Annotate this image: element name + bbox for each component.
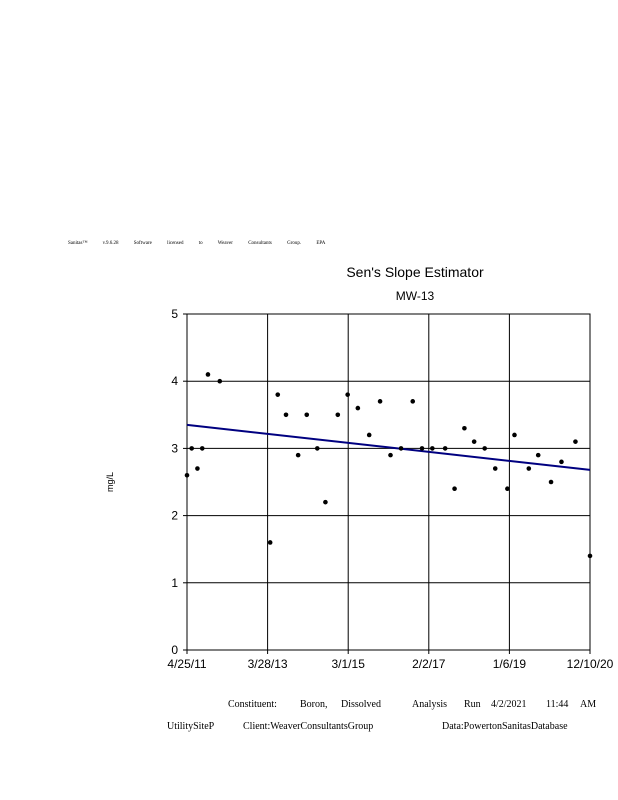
y-tick-label: 3 (171, 441, 178, 455)
x-tick-label: 12/10/20 (567, 657, 614, 671)
y-tick-label: 5 (171, 307, 178, 321)
footer-site: UtilitySiteP (167, 721, 215, 732)
license-word: Sanitas™ (68, 241, 88, 246)
data-point (471, 439, 477, 444)
data-point (205, 372, 211, 377)
footer-constituent-word2: Dissolved (341, 699, 381, 710)
data-point (267, 540, 273, 545)
footer-client: Client:WeaverConsultantsGroup (243, 721, 374, 732)
footer-run-date: 4/2/2021 (491, 699, 527, 710)
data-point (398, 446, 404, 451)
data-point (388, 452, 393, 458)
data-point (304, 412, 310, 418)
data-point (295, 452, 301, 458)
chart-subtitle: MW-13 (395, 289, 435, 303)
data-point (314, 446, 320, 451)
x-tick-label: 3/1/15 (332, 657, 366, 671)
data-point (462, 425, 467, 431)
y-axis-label: mg/L (105, 472, 115, 492)
data-point (275, 392, 281, 397)
data-point (573, 439, 578, 444)
footer-run-label: Run (464, 699, 481, 710)
data-point (189, 446, 194, 451)
license-notice: Sanitas™ v.9.6.28 Software licensed to W… (68, 241, 339, 246)
data-point (184, 472, 190, 478)
data-point (505, 486, 510, 492)
data-point (335, 412, 341, 418)
data-point (366, 432, 372, 438)
data-point (345, 392, 350, 397)
footer-constituent-word1: Boron, (300, 699, 328, 710)
data-point (512, 432, 517, 438)
license-word: v.9.6.28 (102, 241, 119, 246)
footer-run-ampm: AM (580, 699, 597, 710)
data-point (492, 466, 498, 471)
y-tick-label: 4 (171, 374, 178, 388)
data-point (526, 466, 532, 471)
data-point (217, 378, 223, 384)
data-point (559, 459, 564, 465)
data-point (442, 446, 448, 451)
sens-slope-trend-line (186, 423, 591, 471)
x-tick-label: 3/28/13 (248, 657, 288, 671)
data-point (410, 399, 416, 404)
chart-title: Sen's Slope Estimator (346, 264, 484, 280)
data-point (377, 399, 383, 404)
license-word: EPA (316, 241, 326, 246)
data-point (419, 446, 425, 451)
x-tick-label: 2/2/17 (412, 657, 446, 671)
data-point (199, 446, 205, 451)
data-point (283, 412, 289, 418)
footer-constituent-label: Constituent: (228, 699, 277, 710)
x-tick-label: 4/25/11 (167, 657, 206, 671)
data-point (355, 405, 361, 411)
data-point (482, 446, 487, 451)
footer-run-time: 11:44 (546, 699, 569, 710)
x-tick-label: 1/6/19 (493, 657, 527, 671)
data-point (195, 466, 200, 471)
footer-analysis-label: Analysis (412, 699, 447, 710)
license-word: licensed (167, 241, 184, 246)
data-point (452, 486, 457, 492)
y-tick-label: 0 (171, 643, 178, 657)
data-point (587, 553, 593, 559)
data-point (430, 446, 435, 451)
license-word: Group. (287, 241, 302, 246)
license-word: to (198, 241, 203, 246)
footer-data-source: Data:PowertonSanitasDatabase (442, 721, 568, 732)
y-tick-label: 1 (171, 576, 178, 590)
plot-area (186, 313, 591, 651)
data-point (323, 499, 328, 505)
y-tick-label: 2 (171, 509, 178, 523)
license-word: Software (133, 241, 152, 246)
license-word: Consultants (248, 241, 272, 246)
data-point (535, 452, 541, 458)
data-point (548, 479, 554, 485)
license-word: Weaver (217, 241, 233, 246)
